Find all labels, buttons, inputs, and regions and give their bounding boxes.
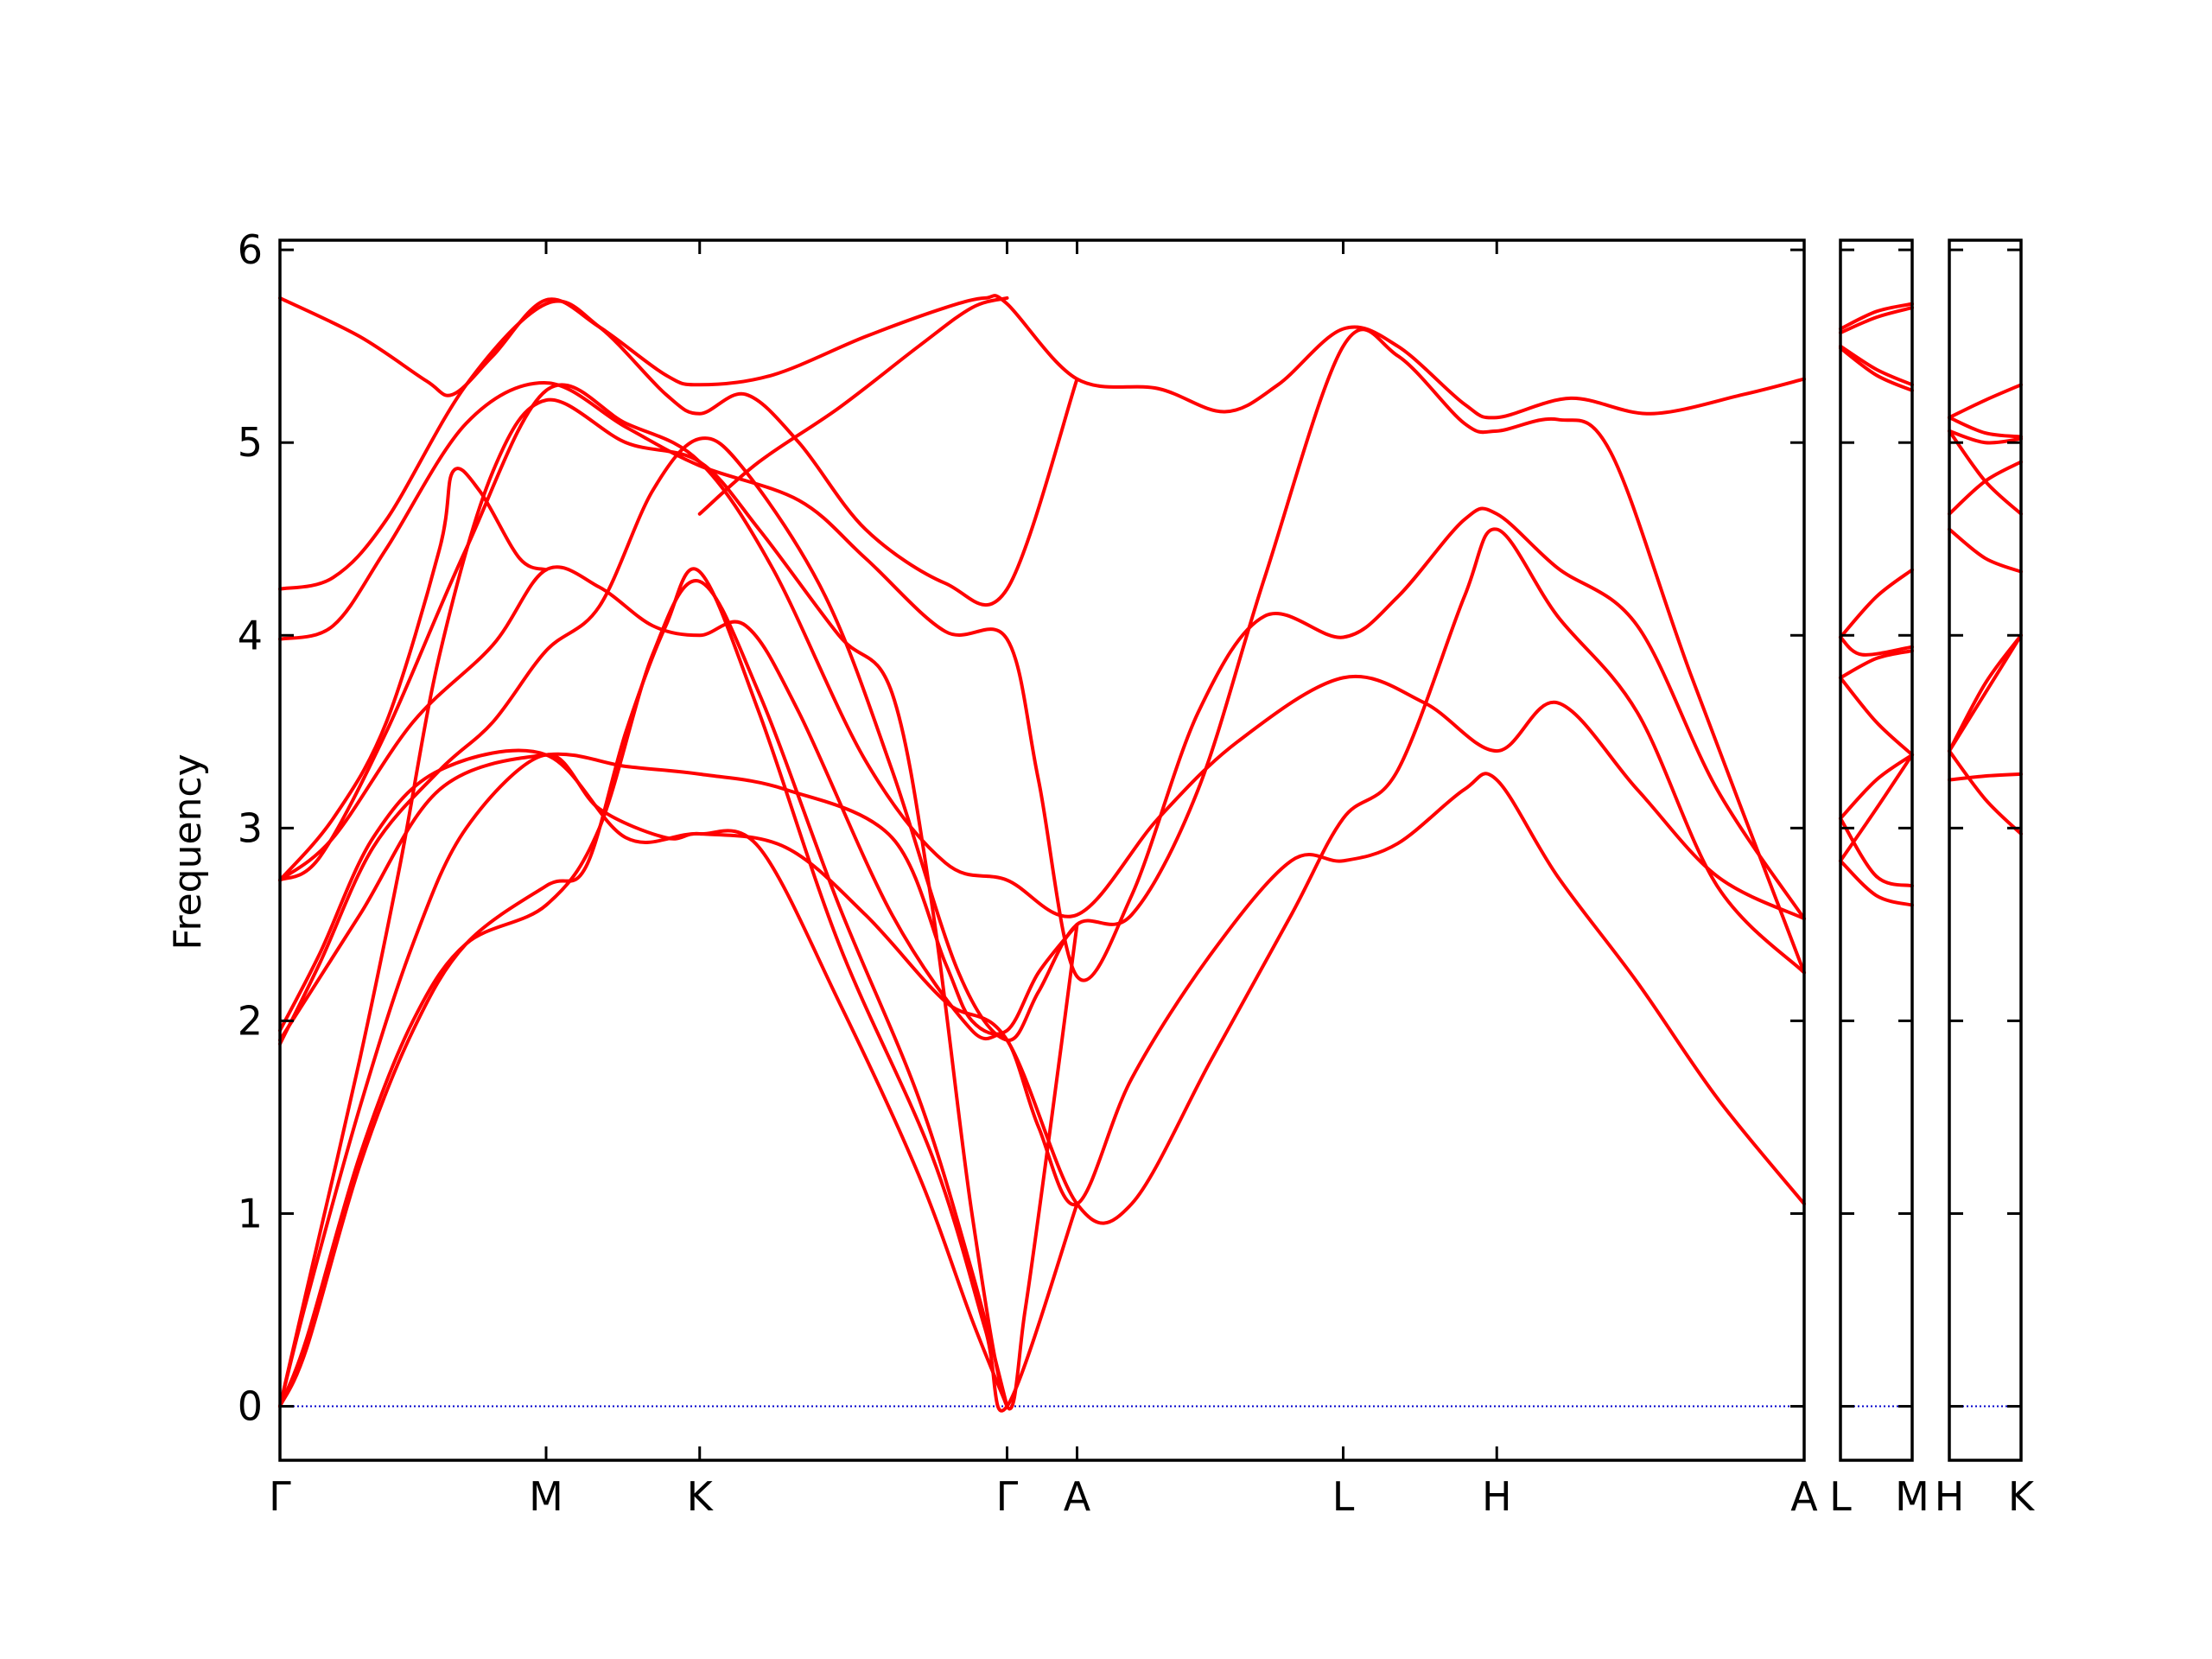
y-tick-label: 3 <box>238 804 263 851</box>
band-line-3 <box>1839 344 1914 387</box>
x-tick-label: A <box>1790 1473 1818 1520</box>
band-line-4 <box>1948 429 2023 445</box>
band-line-7 <box>278 752 1079 1042</box>
band-line-1 <box>1839 302 1914 331</box>
band-line-1 <box>278 294 1806 420</box>
band-line-8 <box>1948 633 2023 753</box>
x-tick-label: L <box>1829 1473 1852 1520</box>
band-line-5 <box>278 565 1806 1207</box>
band-line-5 <box>1839 568 1914 639</box>
band-line-10 <box>1839 817 1914 888</box>
band-line-4 <box>1839 346 1914 392</box>
axes-frame <box>1839 238 1914 1462</box>
band-line-9 <box>1839 753 1914 821</box>
band-line-8 <box>1839 676 1914 757</box>
band-line-8 <box>278 527 1806 1225</box>
band-line-10 <box>1948 772 2023 782</box>
x-tick-label: Γ <box>996 1473 1019 1520</box>
band-line-2 <box>1839 306 1914 335</box>
band-line-4 <box>278 383 1806 921</box>
band-line-6 <box>1948 527 2023 574</box>
y-tick-label: 5 <box>238 419 263 466</box>
y-axis-label: Frequency <box>166 753 210 950</box>
axes-frame <box>278 238 1806 1462</box>
band-line-9 <box>1948 749 2023 836</box>
x-tick-label: A <box>1064 1473 1091 1520</box>
x-tick-label: Γ <box>269 1473 291 1520</box>
axes-frame <box>1948 238 2023 1462</box>
band-line-2 <box>1948 416 2023 439</box>
band-line-12 <box>1839 859 1914 907</box>
band-line-1 <box>1948 383 2023 420</box>
x-tick-label: K <box>687 1473 715 1520</box>
y-tick-label: 4 <box>238 612 263 658</box>
band-line-7 <box>1839 649 1914 680</box>
band-line-2 <box>278 299 1079 607</box>
band-line-12 <box>278 397 1079 1411</box>
band-line-13 <box>278 467 549 882</box>
band-line-11 <box>1839 753 1914 863</box>
band-line-11 <box>278 567 1079 1413</box>
x-tick-label: M <box>529 1473 563 1520</box>
band-line-9 <box>278 753 1009 1408</box>
y-tick-label: 6 <box>238 226 263 273</box>
y-tick-label: 0 <box>238 1383 263 1430</box>
y-tick-label: 2 <box>238 997 263 1044</box>
band-line-6 <box>1839 635 1914 657</box>
band-line-5 <box>1948 460 2023 516</box>
band-line-6 <box>278 327 1806 1046</box>
y-tick-label: 1 <box>238 1190 263 1236</box>
x-tick-label: L <box>1332 1473 1355 1520</box>
band-line-14 <box>697 296 1009 516</box>
x-tick-label: K <box>2008 1473 2036 1520</box>
x-tick-label: H <box>1482 1473 1512 1520</box>
x-tick-label: M <box>1895 1473 1929 1520</box>
band-line-10 <box>278 579 1009 1408</box>
band-line-3 <box>278 381 1806 982</box>
x-tick-label: H <box>1935 1473 1965 1520</box>
